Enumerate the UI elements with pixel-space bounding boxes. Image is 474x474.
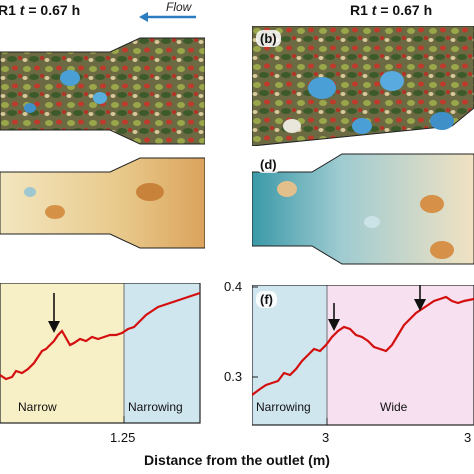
header-right: R1 t = 0.67 h: [350, 2, 432, 18]
run-label-left: R1: [0, 2, 16, 18]
photo-panel-b: [252, 26, 474, 146]
flow-label: Flow: [166, 0, 192, 14]
y-tick-04: 0.4: [224, 279, 243, 294]
region-label-narrow: Narrow: [18, 400, 57, 414]
plot-right: [252, 285, 474, 426]
header-left: R1 t = 0.67 h: [0, 2, 80, 18]
x-tick-left: 1.25: [110, 430, 136, 445]
region-label-narrowing-right: Narrowing: [256, 400, 311, 414]
series-line-right: [252, 295, 474, 396]
time-value-left: = 0.67 h: [28, 2, 81, 18]
region-label-narrowing-left: Narrowing: [128, 400, 183, 414]
plot-left: [0, 283, 201, 424]
down-arrow-icon: [414, 299, 426, 311]
down-arrow-icon: [48, 321, 60, 333]
x-axis-label: Distance from the outlet (m): [144, 452, 330, 468]
map-panel-d: [252, 153, 474, 265]
region-wide: [327, 285, 474, 425]
time-var-left: t: [19, 2, 25, 18]
photo-panel-a: [0, 37, 205, 145]
panel-label-b: (b): [256, 30, 281, 47]
run-label-right: R1: [350, 2, 368, 18]
panel-label-d: (d): [256, 156, 281, 173]
region-narrow: [0, 283, 124, 423]
flow-arrow-icon: [139, 12, 196, 22]
time-value-right: = 0.67 h: [380, 2, 433, 18]
x-tick-right-1: 3: [322, 430, 330, 445]
series-line-left: [0, 291, 201, 381]
panel-label-f: (f): [256, 291, 277, 308]
y-tick-03: 0.3: [224, 369, 243, 384]
map-panel-c: [0, 157, 205, 249]
region-label-wide: Wide: [380, 400, 408, 414]
region-narrowing-right: [252, 285, 327, 425]
down-arrow-icon: [328, 319, 340, 331]
x-tick-right-2: 3: [464, 430, 472, 445]
time-var-right: t: [371, 2, 377, 18]
